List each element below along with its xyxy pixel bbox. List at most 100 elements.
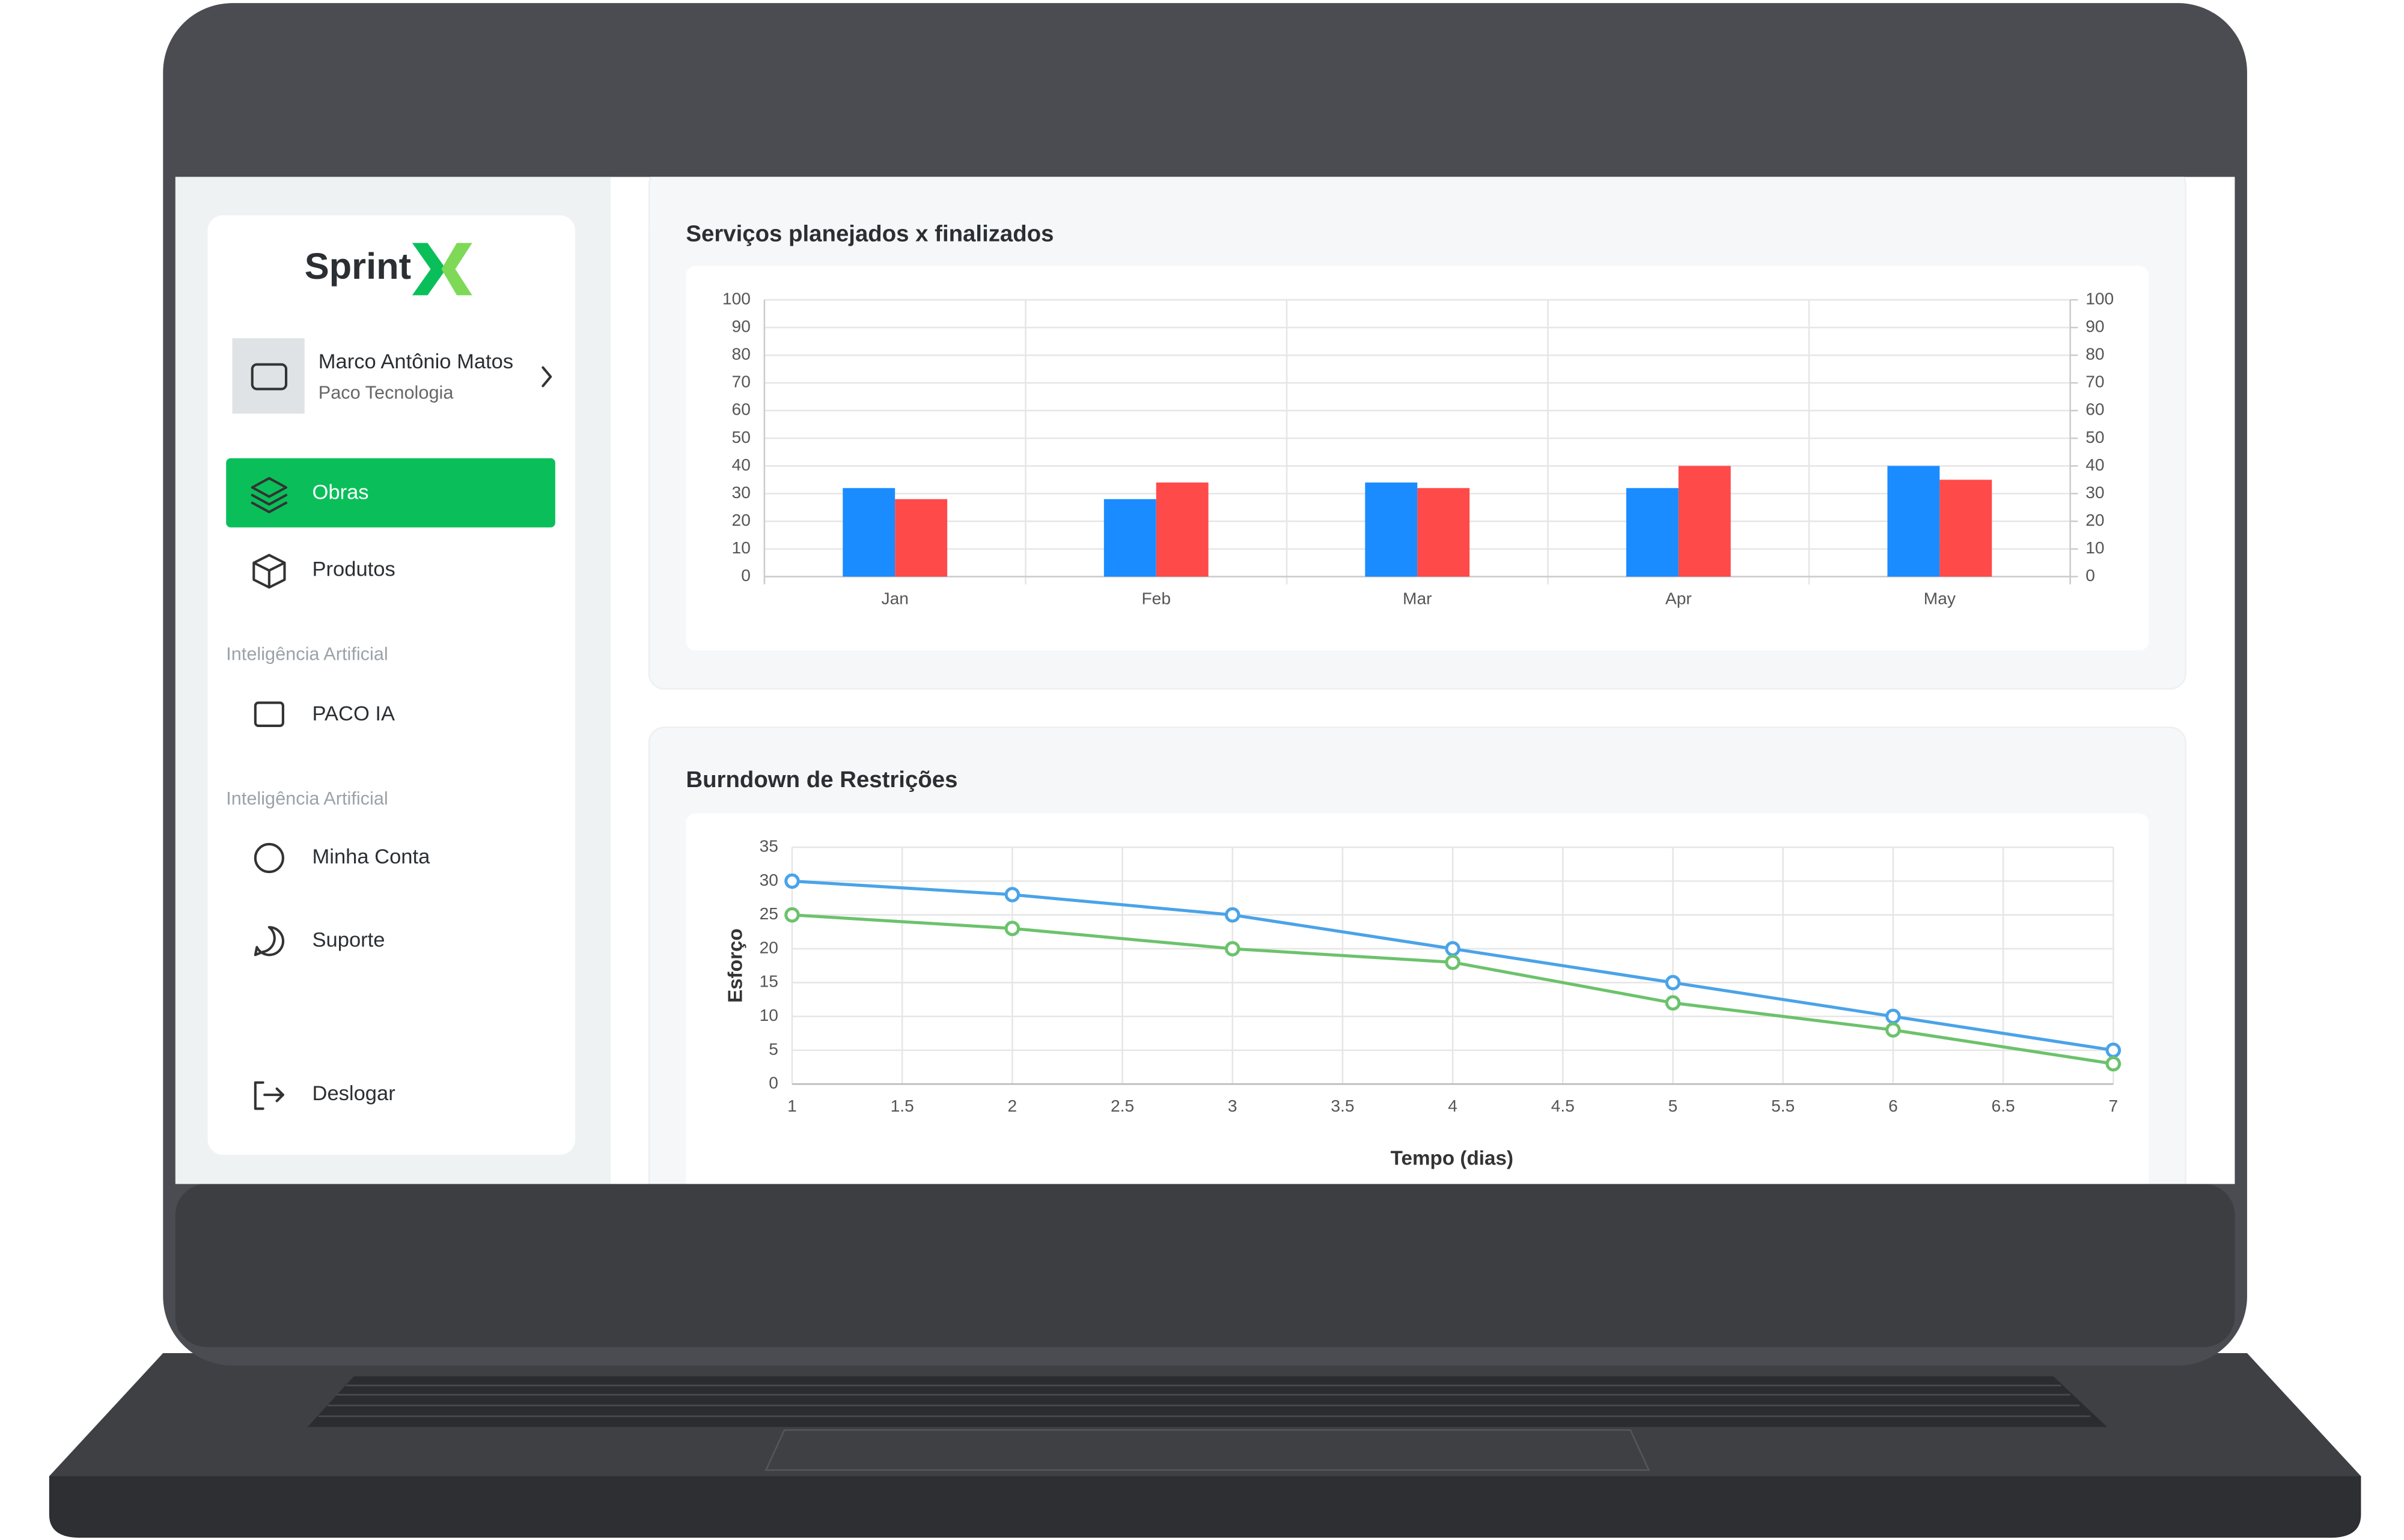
x-axis-label: Tempo (dias) — [1391, 1147, 1513, 1169]
x-tick-label: 6.5 — [1992, 1097, 2015, 1115]
x-tick-label: 6 — [1888, 1097, 1898, 1115]
x-tick-label: 2 — [1008, 1097, 1017, 1115]
chevron[interactable] — [542, 366, 552, 388]
point — [1004, 887, 1020, 902]
x-tick-label: May — [1924, 589, 1956, 608]
logo-mark — [441, 243, 472, 296]
nav-item[interactable]: Suporte — [313, 928, 385, 951]
y2-tick-label: 70 — [2085, 373, 2104, 391]
y2-tick-label: 100 — [2085, 289, 2114, 308]
nav-item[interactable]: Produtos — [313, 558, 395, 581]
x-tick-label: 7 — [2108, 1097, 2118, 1115]
icon-layers — [251, 476, 288, 514]
y-tick-label: 60 — [732, 400, 751, 419]
logo: Sprint — [305, 246, 411, 287]
avatar-icon — [251, 363, 288, 391]
y2-tick-label: 10 — [2085, 538, 2104, 557]
x-tick-label: 2.5 — [1111, 1097, 1134, 1115]
point — [1224, 907, 1240, 923]
bar — [1939, 479, 1992, 577]
x-tick-label: Apr — [1665, 589, 1692, 608]
y2-tick-label: 0 — [2085, 566, 2095, 585]
point — [784, 873, 800, 889]
laptop-front — [49, 1476, 2361, 1538]
x-tick-label: 1 — [787, 1097, 797, 1115]
point — [1665, 995, 1681, 1011]
x-tick-label: Mar — [1403, 589, 1432, 608]
point — [1885, 1022, 1901, 1038]
y-tick-label: 70 — [732, 373, 751, 391]
y-tick-label: 30 — [732, 483, 751, 502]
y-tick-label: 100 — [722, 289, 751, 308]
icon-user — [254, 842, 284, 874]
bar — [1156, 482, 1209, 577]
nav-item[interactable]: Obras — [313, 481, 369, 504]
y-tick-label: 0 — [741, 566, 751, 585]
plots: 0102030405060708090100010203040506070809… — [722, 289, 2122, 1115]
y-tick-label: 50 — [732, 428, 751, 446]
user-company: Paco Tecnologia — [319, 382, 454, 403]
x-tick-label: 3.5 — [1331, 1097, 1354, 1115]
bar — [1678, 466, 1731, 577]
y-tick-label: 15 — [760, 972, 778, 991]
point — [1445, 954, 1460, 970]
nav-item[interactable]: PACO IA — [313, 702, 395, 725]
y-tick-label: 20 — [760, 938, 778, 957]
icon-chat — [254, 926, 285, 957]
nav-active[interactable] — [226, 458, 555, 528]
sidebar-card — [207, 215, 576, 1155]
y-tick-label: 90 — [732, 317, 751, 336]
bar — [1626, 488, 1679, 577]
y-tick-label: 10 — [732, 538, 751, 557]
keyboard-rows — [318, 1384, 2090, 1417]
bar — [1887, 466, 1940, 577]
point — [1665, 975, 1681, 991]
x-tick-label: 1.5 — [891, 1097, 914, 1115]
y-tick-label: 25 — [760, 904, 778, 923]
screen: Sprint Marco Antônio Matos Paco Tecnolog… — [175, 177, 2235, 1184]
point — [1885, 1008, 1901, 1024]
x-tick-label: 3 — [1228, 1097, 1237, 1115]
point — [1445, 941, 1460, 957]
bar — [1417, 488, 1470, 577]
y2-tick-label: 30 — [2085, 483, 2104, 502]
point — [1004, 921, 1020, 937]
y2-tick-label: 40 — [2085, 455, 2104, 474]
logo-mark — [412, 243, 447, 296]
y-tick-label: 0 — [769, 1074, 778, 1092]
avatar — [232, 338, 305, 414]
y2-tick-label: 20 — [2085, 511, 2104, 529]
section-title: Inteligência Artificial — [226, 643, 388, 664]
bezel-lower — [175, 1184, 2235, 1347]
y2-tick-label: 80 — [2085, 345, 2104, 364]
y2-tick-label: 60 — [2085, 400, 2104, 419]
bar — [895, 499, 948, 577]
x-tick-label: 4.5 — [1551, 1097, 1575, 1115]
point — [784, 907, 800, 923]
y-tick-label: 20 — [732, 511, 751, 529]
nav-item[interactable]: Minha Conta — [313, 845, 431, 868]
keyboard — [307, 1376, 2108, 1427]
chart-title: Serviços planejados x finalizados — [686, 221, 1054, 247]
bar — [1103, 499, 1156, 577]
x-tick-label: Feb — [1141, 589, 1171, 608]
trackpad — [764, 1429, 1650, 1471]
y-tick-label: 5 — [769, 1039, 778, 1058]
chart-title: Burndown de Restrições — [686, 767, 957, 793]
icon-robot — [254, 701, 284, 727]
nav-item[interactable]: Deslogar — [313, 1082, 395, 1105]
user-name: Marco Antônio Matos — [319, 350, 513, 373]
chart-area — [686, 266, 2149, 651]
point — [2105, 1056, 2122, 1072]
y-tick-label: 35 — [760, 837, 778, 856]
y-tick-label: 40 — [732, 455, 751, 474]
point — [1224, 941, 1240, 957]
y2-tick-label: 90 — [2085, 317, 2104, 336]
bar — [843, 488, 895, 577]
y-tick-label: 10 — [760, 1006, 778, 1024]
bar — [1365, 482, 1418, 577]
icon-box — [252, 553, 286, 589]
y-tick-label: 80 — [732, 345, 751, 364]
x-tick-label: 4 — [1448, 1097, 1457, 1115]
